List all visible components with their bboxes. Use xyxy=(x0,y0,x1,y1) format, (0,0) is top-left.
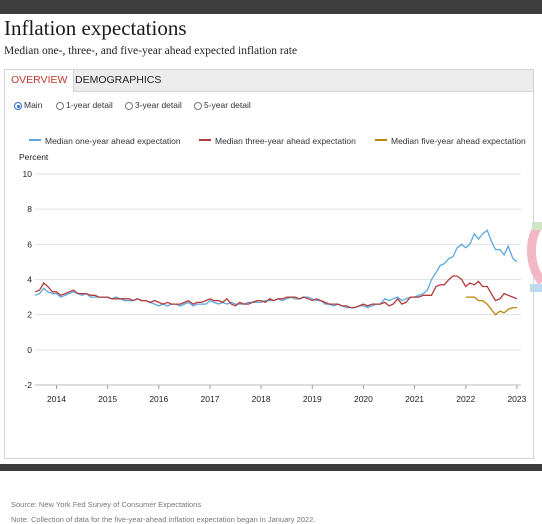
series-line-one-year xyxy=(34,229,518,309)
x-tick-label: 2014 xyxy=(47,394,66,404)
y-tick-label: 8 xyxy=(27,204,32,214)
x-tick-label: 2021 xyxy=(405,394,424,404)
legend-item-one-year[interactable]: Median one-year ahead expectation xyxy=(29,136,181,146)
line-chart: -2 0 2 4 6 8 10 2014 2015 2016 2017 2018 2019 2020 202… xyxy=(23,169,527,404)
radio-1-year-detail[interactable]: 1-year detail xyxy=(56,100,113,110)
y-tick-label: -2 xyxy=(24,380,32,390)
radio-main-label: Main xyxy=(24,100,43,110)
legend-swatch-five-year xyxy=(375,139,387,141)
data-note: Note: Collection of data for the five-ye… xyxy=(11,515,316,524)
legend-swatch-one-year xyxy=(29,139,41,141)
legend-swatch-three-year xyxy=(199,139,211,141)
feedback-widget-icon[interactable] xyxy=(524,222,542,302)
tab-bar: OVERVIEW DEMOGRAPHICS xyxy=(5,70,533,92)
page-subtitle: Median one-, three-, and five-year ahead… xyxy=(4,45,298,57)
y-tick-label: 4 xyxy=(27,275,32,285)
y-tick-label: 2 xyxy=(27,310,32,320)
x-tick-label: 2016 xyxy=(149,394,168,404)
chart-panel: OVERVIEW DEMOGRAPHICS Main 1-year detail… xyxy=(4,69,534,524)
radio-checked-icon xyxy=(14,102,22,110)
radio-unchecked-icon xyxy=(125,102,133,110)
y-tick-label: 0 xyxy=(27,345,32,355)
x-tick-label: 2019 xyxy=(303,394,322,404)
x-tick-label: 2020 xyxy=(354,394,373,404)
radio-3-year-label: 3-year detail xyxy=(135,100,182,110)
top-browser-strip xyxy=(0,0,542,14)
legend-label-three-year: Median three-year ahead expectation xyxy=(215,136,356,146)
x-tick-label: 2015 xyxy=(98,394,117,404)
legend-item-three-year[interactable]: Median three-year ahead expectation xyxy=(199,136,356,146)
y-tick-label: 6 xyxy=(27,239,32,249)
y-axis-label: Percent xyxy=(19,152,49,162)
radio-1-year-label: 1-year detail xyxy=(66,100,113,110)
page-title: Inflation expectations xyxy=(4,16,187,40)
x-tick-label: 2022 xyxy=(456,394,475,404)
series-line-three-year xyxy=(34,275,518,309)
legend-label-five-year: Median five-year ahead expectation xyxy=(391,136,526,146)
radio-5-year-detail[interactable]: 5-year detail xyxy=(194,100,251,110)
radio-5-year-label: 5-year detail xyxy=(204,100,251,110)
radio-unchecked-icon xyxy=(56,102,64,110)
x-tick-label: 2023 xyxy=(507,394,526,404)
x-tick-label: 2018 xyxy=(252,394,271,404)
legend-label-one-year: Median one-year ahead expectation xyxy=(45,136,181,146)
x-tick-label: 2017 xyxy=(200,394,219,404)
radio-unchecked-icon xyxy=(194,102,202,110)
bottom-browser-strip xyxy=(0,464,542,471)
radio-main[interactable]: Main xyxy=(14,100,42,110)
y-tick-label: 10 xyxy=(23,169,33,179)
series-line-five-year xyxy=(465,296,517,316)
radio-3-year-detail[interactable]: 3-year detail xyxy=(125,100,182,110)
source-note: Source: New York Fed Survey of Consumer … xyxy=(11,500,202,509)
tab-overview[interactable]: OVERVIEW xyxy=(5,70,75,92)
tab-demographics[interactable]: DEMOGRAPHICS xyxy=(75,74,162,86)
legend-item-five-year[interactable]: Median five-year ahead expectation xyxy=(375,136,526,146)
